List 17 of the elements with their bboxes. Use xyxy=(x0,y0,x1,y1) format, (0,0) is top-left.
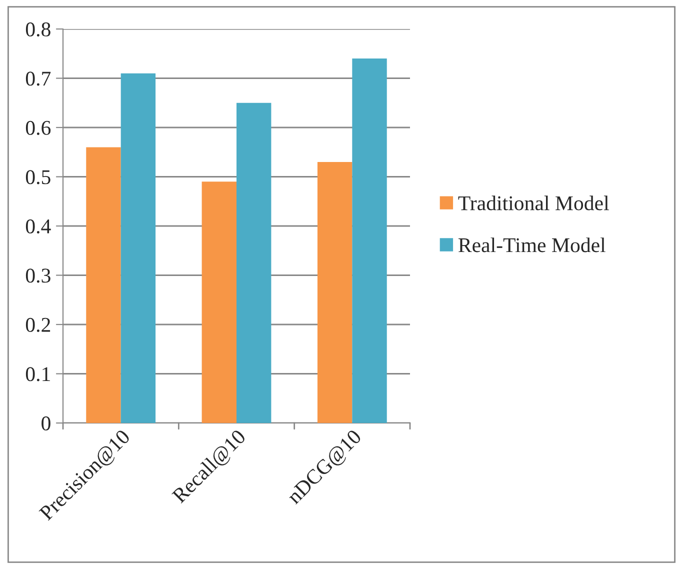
y-tick-label: 0.8 xyxy=(26,22,50,37)
y-tick-label: 0.5 xyxy=(26,170,50,184)
legend-label: Real-Time Model xyxy=(458,238,606,252)
y-tick-label: 0 xyxy=(42,416,50,430)
bar xyxy=(352,58,387,423)
y-tick-label: 0.1 xyxy=(26,367,50,382)
legend-label: Traditional Model xyxy=(458,196,609,210)
bar xyxy=(120,73,156,423)
y-tick-label: 0.3 xyxy=(26,268,50,283)
bar xyxy=(317,162,352,423)
bar xyxy=(86,147,121,423)
y-tick-label: 0.6 xyxy=(26,120,51,136)
bar xyxy=(236,102,272,423)
y-tick-label: 0.2 xyxy=(26,318,50,332)
y-tick-label: 0.4 xyxy=(26,219,51,234)
y-tick-label: 0.7 xyxy=(26,72,51,86)
bar xyxy=(202,182,236,423)
